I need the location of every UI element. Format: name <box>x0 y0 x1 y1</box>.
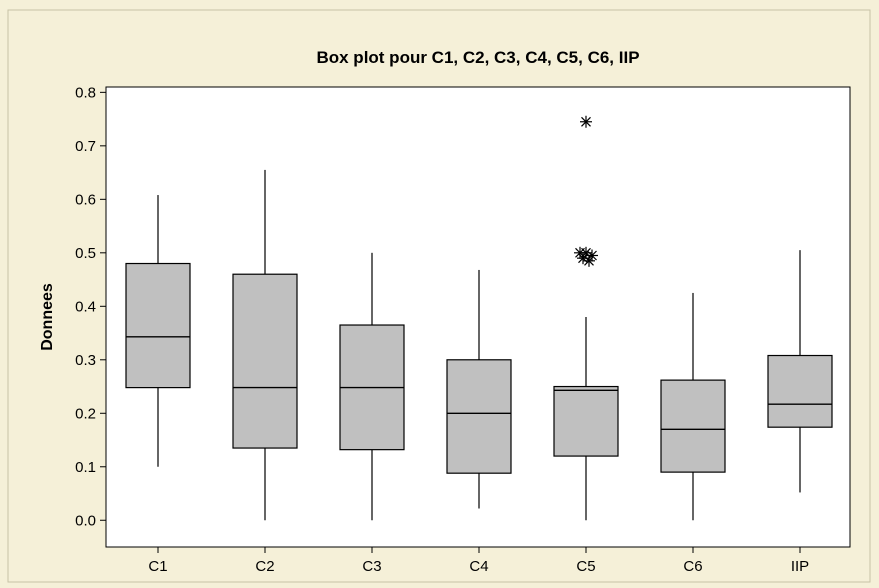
y-tick-label: 0.0 <box>75 512 96 529</box>
box-c6 <box>660 292 726 521</box>
box-c1 <box>125 195 191 467</box>
box-iqr <box>553 385 619 457</box>
chart-title: Box plot pour C1, C2, C3, C4, C5, C6, II… <box>316 48 639 67</box>
y-tick-label: 0.1 <box>75 459 96 476</box>
box-c3 <box>339 252 405 521</box>
x-tick-label: C1 <box>148 558 167 575</box>
box-iqr <box>446 359 512 474</box>
box-iqr <box>125 262 191 389</box>
figure-border <box>7 9 871 583</box>
x-axis: C1 C2 C3 C4 C5 C6 IIP <box>148 547 809 575</box>
x-tick-label: C3 <box>362 558 381 575</box>
x-tick-label: C5 <box>576 558 595 575</box>
boxes <box>125 115 833 521</box>
x-tick-label: IIP <box>791 558 809 575</box>
box-c4 <box>446 269 512 509</box>
outlier-stroke <box>584 255 594 266</box>
outlier-stroke <box>581 116 591 127</box>
box-iip <box>767 250 833 493</box>
box-c5 <box>553 115 619 521</box>
outlier-point <box>580 115 592 128</box>
outlier-point <box>583 254 595 267</box>
y-tick-label: 0.8 <box>75 84 96 101</box>
y-axis-label: Donnees <box>39 283 56 351</box>
x-tick-label: C2 <box>255 558 274 575</box>
y-axis: 0.0 0.1 0.2 0.3 0.4 0.5 0.6 0.7 0.8 <box>75 84 106 529</box>
y-tick-label: 0.5 <box>75 245 96 262</box>
x-tick-label: C4 <box>469 558 488 575</box>
y-tick-label: 0.4 <box>75 298 96 315</box>
box-c2 <box>232 169 298 521</box>
y-tick-label: 0.7 <box>75 138 96 155</box>
box-iqr <box>660 379 726 473</box>
plot-area <box>105 86 851 548</box>
outlier-stroke <box>578 253 588 264</box>
x-tick-label: C6 <box>683 558 702 575</box>
box-iqr <box>767 354 833 428</box>
y-tick-label: 0.3 <box>75 352 96 369</box>
y-tick-label: 0.6 <box>75 191 96 208</box>
box-iqr <box>232 273 298 449</box>
y-tick-label: 0.2 <box>75 405 96 422</box>
